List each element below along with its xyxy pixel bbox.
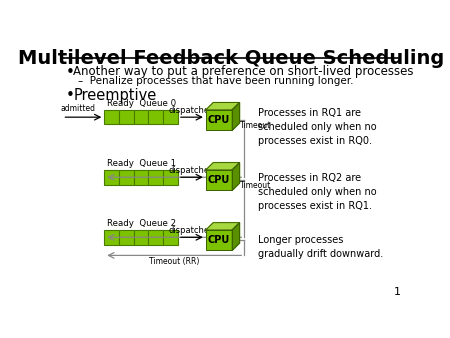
- Text: •: •: [66, 65, 74, 80]
- Bar: [148, 230, 163, 245]
- Bar: [163, 110, 178, 124]
- Polygon shape: [206, 102, 239, 110]
- Text: Ready  Queue 1: Ready Queue 1: [107, 159, 176, 168]
- Text: Another way to put a preference on short-lived processes: Another way to put a preference on short…: [73, 65, 414, 78]
- Bar: [134, 170, 149, 185]
- Text: Processes in RQ1 are
scheduled only when no
processes exist in RQ0.: Processes in RQ1 are scheduled only when…: [258, 108, 376, 146]
- Text: 1: 1: [393, 287, 400, 297]
- Text: Timeout: Timeout: [240, 180, 272, 190]
- Bar: [134, 110, 149, 124]
- Polygon shape: [232, 102, 239, 130]
- Text: Multilevel Feedback Queue Scheduling: Multilevel Feedback Queue Scheduling: [18, 49, 444, 68]
- Text: dispatched: dispatched: [169, 166, 215, 175]
- Bar: [206, 170, 232, 190]
- Text: –  Penalize processes that have been running longer.: – Penalize processes that have been runn…: [78, 76, 353, 86]
- Bar: [206, 110, 232, 130]
- Text: Preemptive: Preemptive: [73, 88, 157, 103]
- Bar: [148, 170, 163, 185]
- Bar: [206, 230, 232, 250]
- Text: Ready  Queue 0: Ready Queue 0: [107, 99, 176, 107]
- Bar: [119, 170, 134, 185]
- Text: Ready  Queue 2: Ready Queue 2: [107, 219, 176, 228]
- Text: •: •: [66, 88, 74, 103]
- Text: admitted: admitted: [61, 104, 96, 113]
- Bar: [119, 110, 134, 124]
- Text: CPU: CPU: [208, 235, 230, 245]
- Polygon shape: [232, 223, 239, 250]
- Text: Timeout (RR): Timeout (RR): [149, 257, 199, 266]
- Bar: [163, 230, 178, 245]
- Bar: [148, 110, 163, 124]
- Text: Processes in RQ2 are
scheduled only when no
processes exist in RQ1.: Processes in RQ2 are scheduled only when…: [258, 173, 376, 211]
- Bar: [119, 230, 134, 245]
- Polygon shape: [206, 223, 239, 230]
- Polygon shape: [232, 163, 239, 190]
- Bar: [104, 230, 119, 245]
- Text: dispatched: dispatched: [169, 106, 215, 115]
- Bar: [104, 170, 119, 185]
- Text: Timeout: Timeout: [240, 121, 272, 129]
- Polygon shape: [206, 163, 239, 170]
- Bar: [134, 230, 149, 245]
- Text: Longer processes
gradually drift downward.: Longer processes gradually drift downwar…: [258, 235, 383, 259]
- Text: dispatched: dispatched: [169, 226, 215, 235]
- Text: CPU: CPU: [208, 175, 230, 185]
- Bar: [104, 110, 119, 124]
- Bar: [163, 170, 178, 185]
- Text: CPU: CPU: [208, 115, 230, 125]
